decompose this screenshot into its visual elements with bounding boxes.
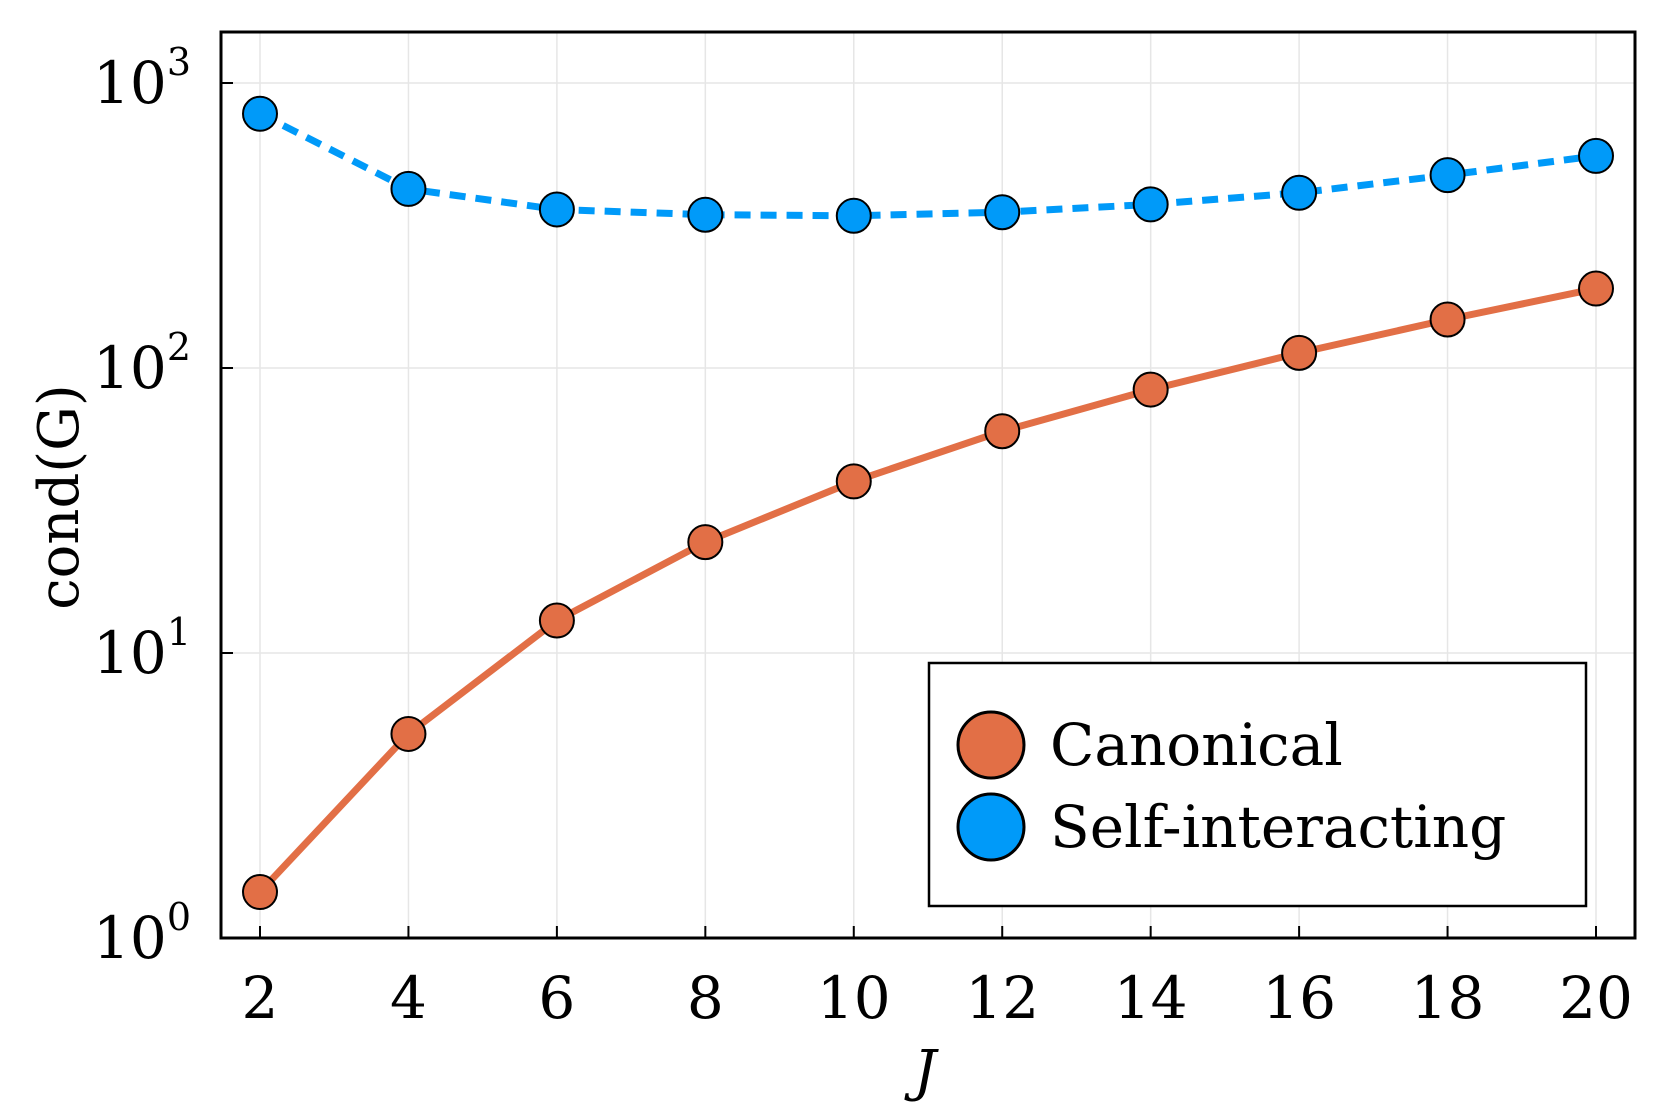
x-tick-label: 18: [1411, 964, 1485, 1032]
data-point: [1578, 137, 1614, 174]
data-point: [1281, 334, 1318, 371]
x-tick-label: 2: [242, 964, 279, 1032]
series-canonical: [242, 270, 1614, 911]
x-tick-label: 6: [538, 964, 575, 1032]
y-tick-label: 100: [93, 895, 191, 972]
series-self-interacting: [242, 95, 1614, 234]
x-tick-label: 14: [1114, 964, 1188, 1032]
data-point: [242, 95, 278, 132]
y-tick-label: 103: [93, 40, 191, 117]
x-tick-label: 8: [687, 964, 724, 1032]
data-point: [835, 463, 872, 500]
data-point: [242, 874, 278, 911]
data-point: [984, 413, 1021, 450]
data-point: [1429, 301, 1466, 338]
data-point: [687, 196, 724, 233]
x-tick-label: 20: [1559, 964, 1633, 1032]
series-layer: [242, 95, 1614, 911]
data-point: [835, 197, 872, 234]
data-point: [1132, 186, 1169, 223]
data-point: [984, 194, 1021, 231]
data-point: [687, 524, 724, 561]
data-point: [538, 602, 575, 639]
legend-marker: [956, 710, 1026, 780]
legend-box: [927, 661, 1588, 908]
x-axis: 2 4 6 8 10 12 14 16 18 20: [242, 926, 1633, 1032]
x-tick-label: 4: [390, 964, 427, 1032]
data-point: [1578, 270, 1614, 307]
y-axis: 100 101 102 103: [93, 40, 233, 972]
y-tick-label: 101: [93, 610, 191, 687]
legend-marker: [956, 792, 1026, 862]
data-point: [1132, 371, 1169, 408]
legend: Canonical Self-interacting: [927, 661, 1588, 908]
series-line: [258, 110, 1597, 220]
data-point: [1429, 157, 1466, 194]
series-line: [257, 285, 1597, 895]
data-point: [390, 715, 427, 752]
legend-label: Canonical: [1050, 711, 1343, 779]
y-tick-label: 102: [93, 325, 191, 402]
data-point: [538, 191, 575, 228]
x-tick-label: 10: [817, 964, 891, 1032]
data-point: [1281, 174, 1318, 211]
x-tick-label: 16: [1262, 964, 1336, 1032]
plot-frame: [219, 30, 1637, 940]
x-tick-label: 12: [965, 964, 1039, 1032]
data-point: [390, 170, 427, 207]
legend-label: Self-interacting: [1050, 793, 1506, 861]
x-axis-title: J: [904, 1039, 940, 1104]
y-axis-title: cond(G): [27, 384, 92, 609]
